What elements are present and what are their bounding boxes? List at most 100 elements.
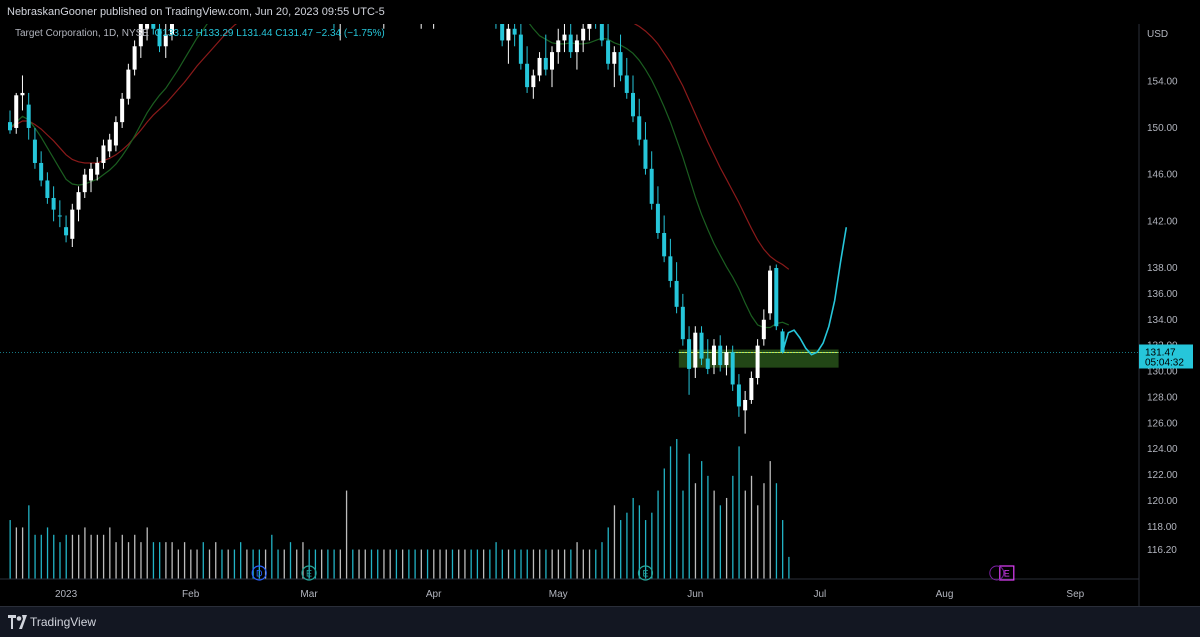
candle-body (761, 319, 766, 340)
volume-bar (227, 549, 229, 579)
candle-body (138, 24, 143, 47)
volume-bar (588, 549, 591, 579)
volume-bar (165, 542, 167, 579)
open-value: O133.12 (154, 28, 193, 39)
candle (132, 40, 137, 76)
candle-body (512, 28, 517, 35)
candle-body (562, 34, 567, 41)
candle-body (132, 46, 137, 70)
volume-bar (314, 549, 317, 579)
volume-bar (426, 549, 429, 579)
time-tick-4: May (549, 589, 568, 600)
volume-bar (532, 549, 535, 579)
candle (550, 46, 555, 88)
event-marker: E (301, 565, 317, 581)
event-marker: E (637, 565, 654, 581)
candle (500, 24, 505, 47)
volume-bar (713, 490, 715, 579)
volume-bar (358, 549, 360, 579)
candle (512, 24, 517, 47)
candle (774, 264, 779, 331)
candle (45, 172, 50, 204)
candle-body (655, 203, 660, 233)
candle-body (120, 98, 125, 123)
volume-bar (769, 461, 771, 579)
volume-bar (96, 534, 99, 579)
candle-body (169, 24, 174, 35)
volume-bar (644, 520, 647, 579)
candle (724, 345, 729, 376)
last-price-value: 131.47 (1145, 347, 1176, 358)
volume-bar (464, 549, 466, 579)
price-tick-4: 138.00 (1147, 263, 1178, 274)
volume-bar (763, 483, 765, 579)
volume-bar (339, 549, 341, 579)
volume-bar (59, 542, 61, 579)
candle (537, 52, 542, 82)
volume-bar (345, 490, 348, 579)
price-chart[interactable]: 154.00 150.00 146.00 142.00 138.00 136.00 134.… (0, 24, 1200, 606)
price-tick-14: 118.00 (1147, 522, 1177, 533)
candle-body (126, 69, 131, 99)
candle-body (32, 139, 37, 163)
candle (599, 24, 604, 47)
volume-bar (46, 527, 49, 579)
candle (612, 46, 617, 88)
candle-body (631, 92, 635, 117)
time-axis[interactable]: 2023 Feb Mar Apr May Jun Jul Aug Sep (55, 589, 1085, 600)
candle-body (668, 256, 673, 281)
volume-bar (750, 475, 753, 579)
candle-body (550, 52, 555, 70)
volume-bar (663, 468, 665, 579)
candle-body (70, 209, 75, 239)
volume-bar (40, 534, 42, 579)
volume-bar (539, 549, 541, 579)
candle (562, 24, 567, 53)
candle-body (711, 345, 716, 366)
candle-body (76, 192, 81, 210)
volume-bar (458, 549, 460, 579)
candle (711, 339, 716, 375)
candle (587, 24, 592, 41)
candle (568, 24, 573, 58)
candle-body (574, 40, 579, 53)
candle-body (506, 28, 511, 41)
candle-body (525, 63, 530, 88)
volume-bar (190, 549, 192, 579)
volume-bar (738, 446, 740, 579)
volume-bar (283, 549, 285, 579)
volume-bar (183, 542, 186, 579)
symbol-legend: Target Corporation, 1D, NYSE O133.12 H13… (15, 28, 385, 39)
volume-bar (177, 549, 180, 579)
candle-body (157, 28, 162, 47)
candle (624, 57, 629, 99)
volume-bar (719, 505, 722, 579)
candle-body (587, 24, 592, 29)
earnings-icon (637, 565, 654, 581)
volume-bar (53, 534, 55, 579)
volume-bar (582, 549, 584, 579)
candle (668, 238, 673, 288)
candle-body (20, 92, 25, 96)
volume-bar (395, 549, 398, 579)
candle (126, 63, 131, 105)
candle (543, 34, 548, 76)
volume-layer (9, 439, 790, 579)
candle (755, 339, 760, 385)
candle (687, 326, 692, 395)
candle-body (145, 24, 150, 29)
volume-bar (364, 549, 366, 579)
close-value: C131.47 (275, 28, 314, 39)
candle-body (693, 332, 698, 368)
volume-bar (676, 439, 678, 579)
volume-bar (84, 527, 86, 579)
time-tick-6: Jul (814, 589, 827, 600)
candle-body (26, 104, 31, 128)
volume-bar (333, 549, 335, 579)
candle-body (14, 95, 19, 128)
candle-body (705, 358, 710, 369)
volume-bar (707, 475, 709, 579)
candle-body (113, 122, 118, 146)
volume-bar (389, 549, 391, 579)
volume-bar (258, 549, 260, 579)
